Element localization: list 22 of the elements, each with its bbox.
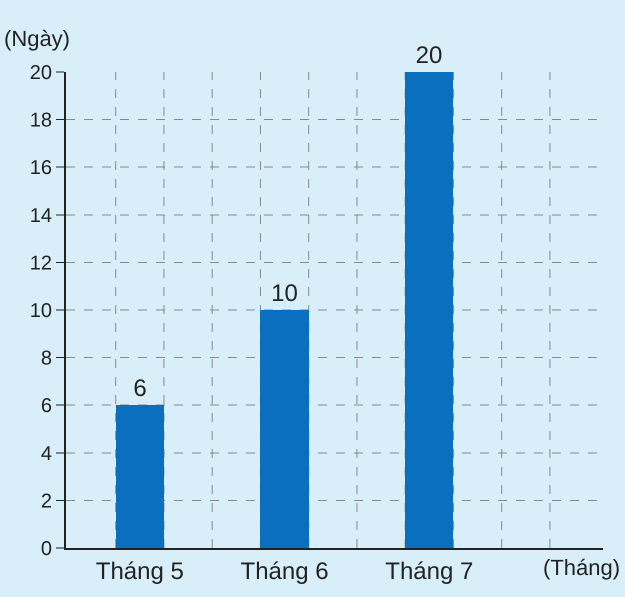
y-tick-label: 14 [30,204,52,227]
x-tick-label: Tháng 5 [96,558,184,585]
y-tick-label: 4 [40,442,52,465]
x-tick-label: Tháng 7 [385,558,474,585]
data-label: 10 [271,280,298,307]
y-tick-label: 8 [40,348,52,370]
y-tick-label: 20 [30,62,52,84]
y-tick-label: 2 [40,490,52,512]
data-label: 6 [133,375,147,402]
y-tick-label: 10 [30,300,52,322]
bar [116,405,164,548]
bar [260,310,309,548]
y-tick-label: 16 [30,157,52,180]
y-tick-label: 6 [40,395,52,418]
y-tick-label: 18 [30,110,52,132]
x-axis-title: (Tháng) [543,555,620,580]
y-axis-title: (Ngày) [4,26,70,51]
x-tick-label: Tháng 6 [240,558,329,585]
y-tick-label: 0 [40,538,52,560]
data-label: 20 [416,42,442,69]
y-tick-label: 12 [30,252,52,274]
bar [405,72,453,548]
